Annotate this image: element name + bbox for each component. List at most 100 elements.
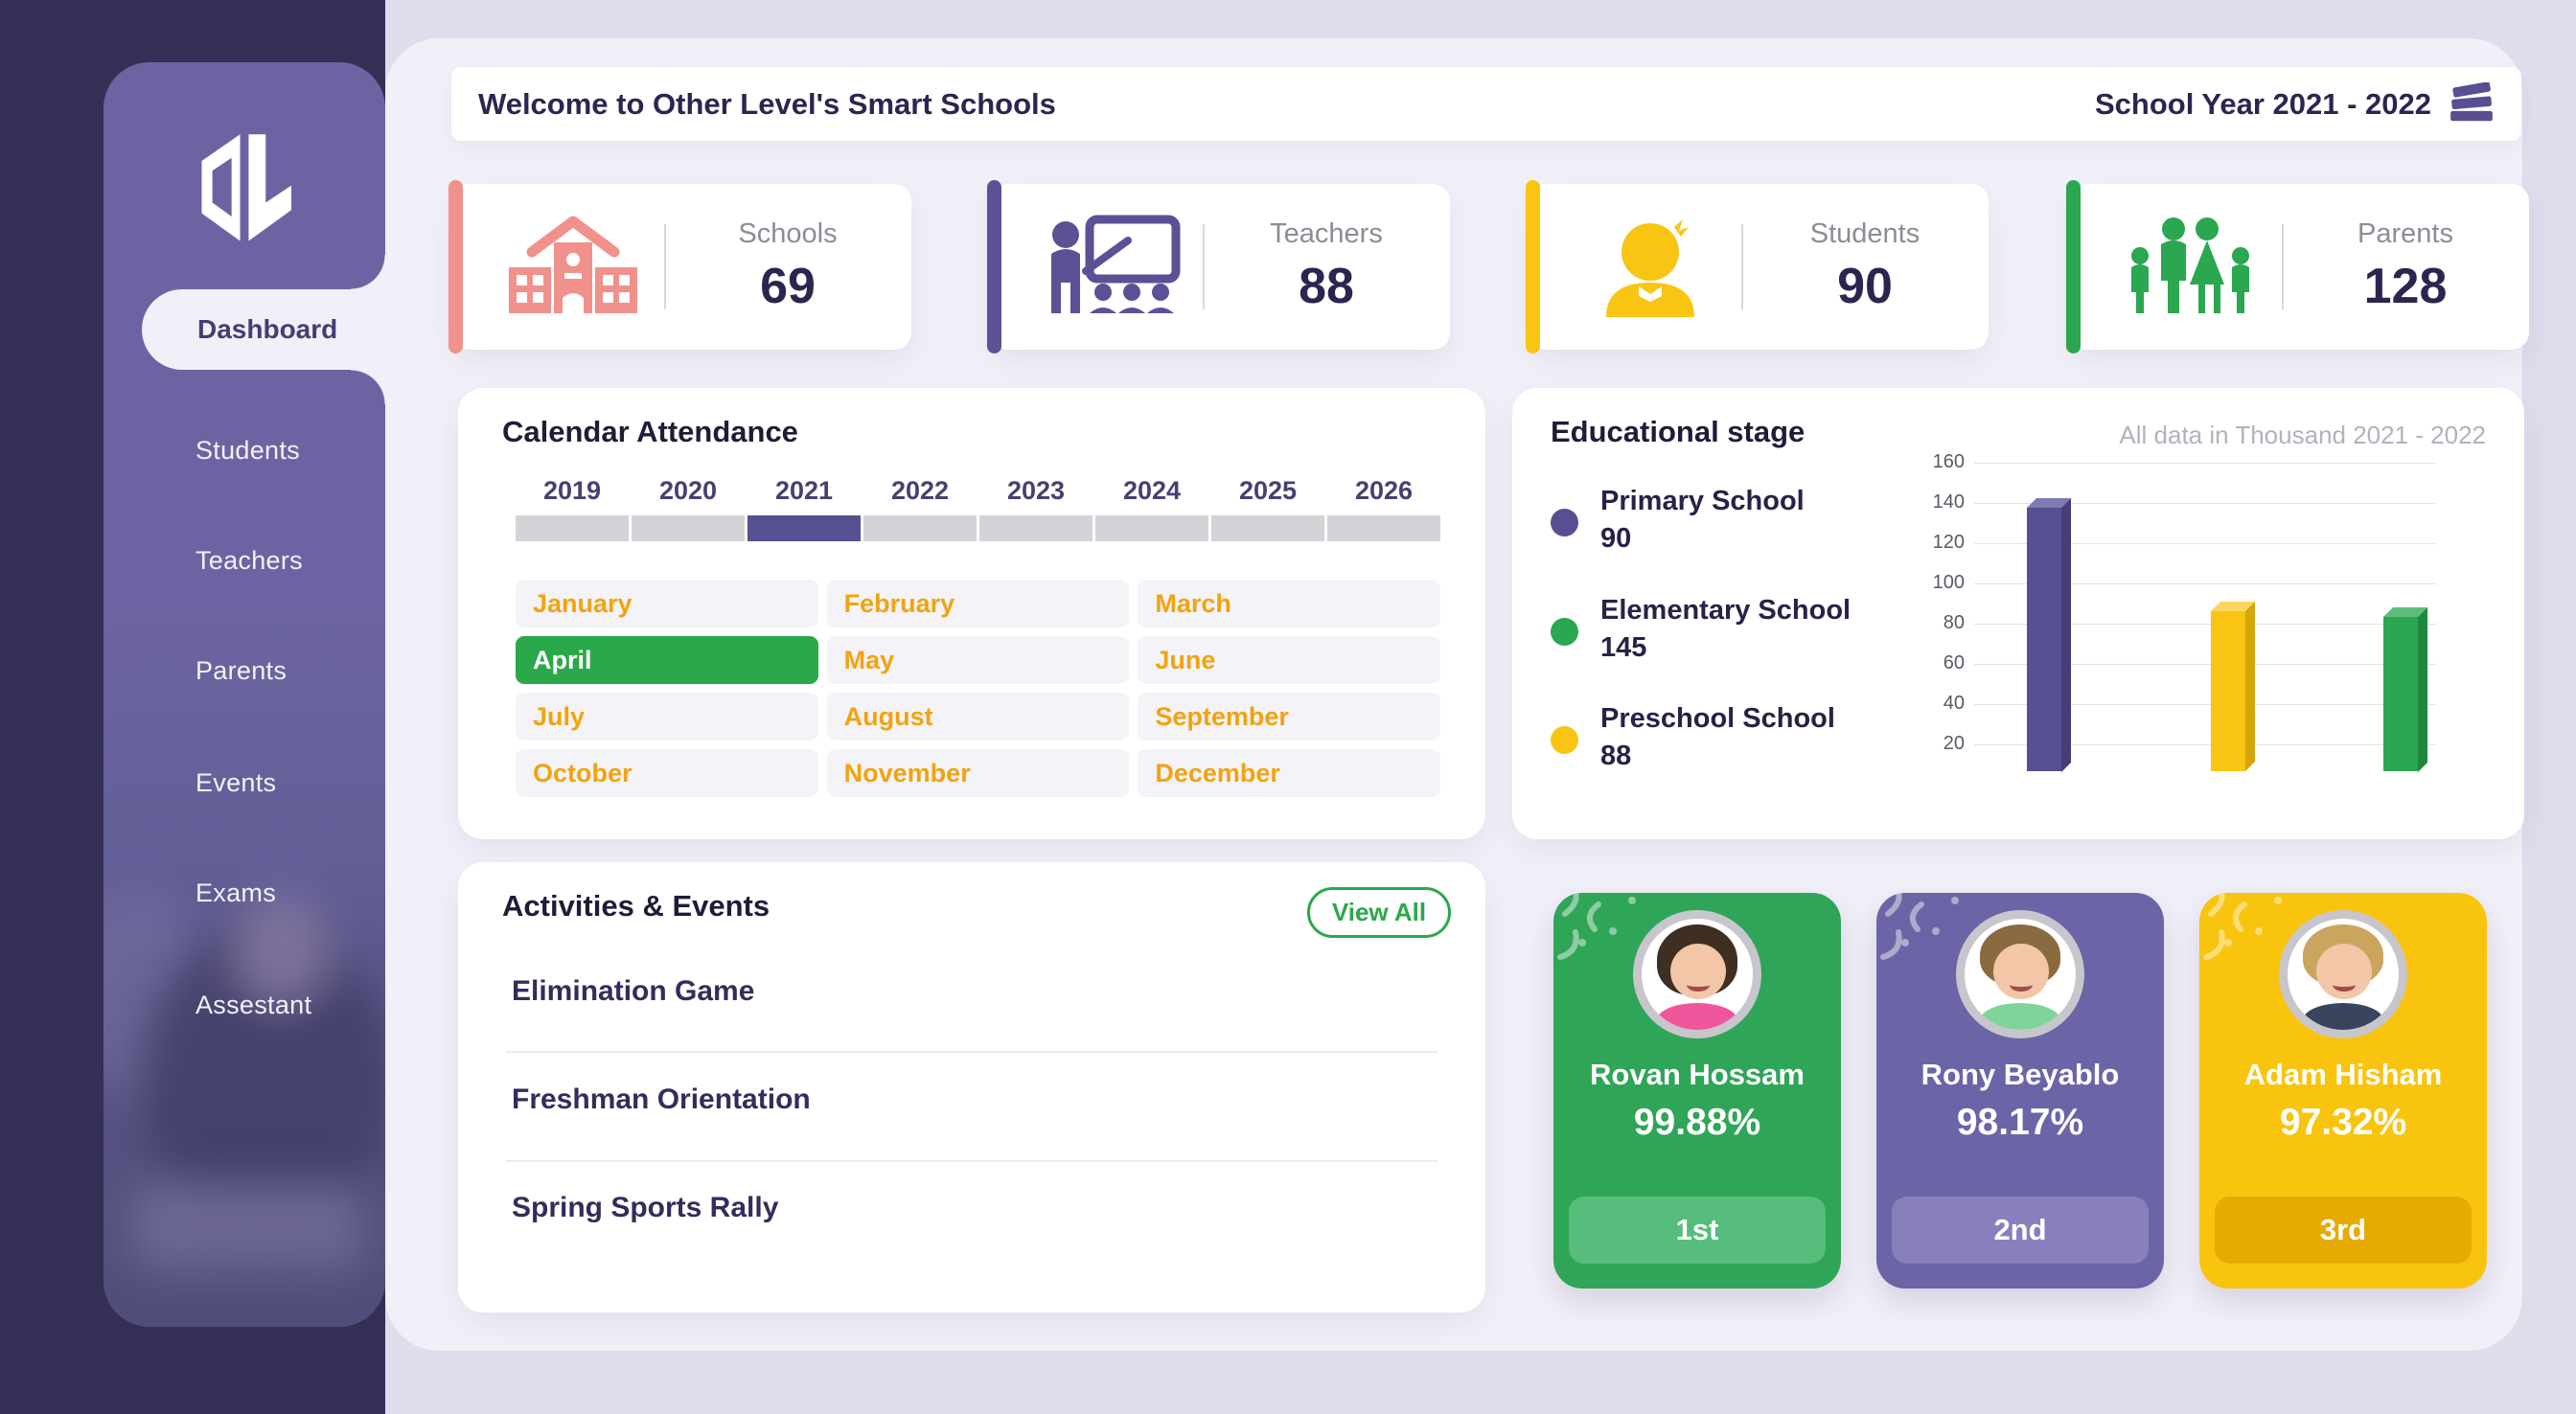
year-tab-2020[interactable]: 2020 (632, 476, 745, 541)
rank-badge: 3rd (2215, 1197, 2472, 1264)
avatar-shirt (1980, 1003, 2060, 1030)
year-tabs: 2019 2020 2021 2022 2023 2024 (516, 476, 1440, 541)
student-score: 99.88% (1633, 1102, 1761, 1143)
stat-value: 90 (1837, 259, 1893, 314)
year-bar (979, 515, 1092, 541)
year-label: 2026 (1354, 476, 1414, 505)
avatar-smile (2010, 978, 2033, 992)
gridline (1974, 463, 2436, 464)
year-bar (748, 515, 861, 541)
stat-card-students: Students 90 (1526, 180, 1989, 354)
photo-blur-shape (228, 896, 334, 1011)
gridline (1974, 503, 2436, 504)
stat-label: Schools (738, 218, 838, 249)
sidebar-item-events[interactable]: Events (196, 767, 277, 797)
year-label: 2023 (1006, 476, 1066, 505)
avatar-shirt (2303, 1003, 2383, 1030)
legend-dot (1551, 726, 1578, 754)
divider (664, 224, 666, 309)
activity-item[interactable]: Spring Sports Rally (512, 1192, 779, 1223)
legend-dot (1551, 618, 1578, 646)
divider (1203, 224, 1205, 309)
year-bar (1211, 515, 1324, 541)
view-all-button[interactable]: View All (1307, 887, 1451, 938)
month-cell-july[interactable]: July (516, 693, 818, 741)
month-cell-february[interactable]: February (826, 580, 1130, 627)
y-axis-tick: 40 (1943, 693, 1965, 714)
year-bar (1095, 515, 1208, 541)
student-boy-icon (1569, 184, 1732, 350)
month-cell-november[interactable]: November (826, 749, 1130, 797)
bar-chart: 160 140 120 100 80 60 40 20 (1924, 445, 2461, 776)
year-tab-2026[interactable]: 2026 (1327, 476, 1440, 541)
stat-value: 69 (760, 259, 816, 314)
school-year: School Year 2021 - 2022 (2095, 81, 2496, 126)
books-stack-icon (2450, 81, 2493, 121)
ol-hexagon-logo (104, 103, 385, 275)
sidebar-item-students[interactable]: Students (196, 435, 300, 465)
months-grid: January February March April May June Ju… (516, 580, 1440, 797)
avatar-smile (1687, 978, 1710, 992)
sidebar-item-dashboard[interactable]: Dashboard (142, 255, 385, 404)
gridline (1974, 543, 2436, 544)
year-tab-2021-selected[interactable]: 2021 (748, 476, 861, 541)
school-year-label: School Year 2021 - 2022 (2095, 86, 2431, 121)
student-score: 98.17% (1956, 1102, 2084, 1143)
avatar-smile (2333, 978, 2356, 992)
stat-card-parents: Parents 128 (2066, 180, 2529, 354)
accent-bar (448, 180, 463, 354)
year-label: 2019 (542, 476, 602, 505)
bar-side-face (2418, 606, 2427, 771)
gridline (1974, 624, 2436, 625)
y-axis-tick: 140 (1932, 491, 1965, 513)
divider (506, 1051, 1438, 1053)
accent-bar (1526, 180, 1540, 354)
sidebar-item-exams[interactable]: Exams (196, 878, 277, 907)
avatar (1956, 910, 2084, 1038)
stat-card-teachers: Teachers 88 (987, 180, 1450, 354)
month-cell-december[interactable]: December (1138, 749, 1440, 797)
year-label: 2020 (658, 476, 718, 505)
legend-label: Primary School (1600, 486, 1805, 516)
avatar-shirt (1657, 1003, 1737, 1030)
sidebar-item-teachers[interactable]: Teachers (196, 545, 303, 575)
activity-item[interactable]: Freshman Orientation (512, 1083, 811, 1115)
year-tab-2022[interactable]: 2022 (863, 476, 977, 541)
year-bar (1327, 515, 1440, 541)
year-tab-2019[interactable]: 2019 (516, 476, 629, 541)
y-axis-tick: 120 (1932, 532, 1965, 553)
educational-stage-card: Educational stage All data in Thousand 2… (1512, 388, 2524, 839)
month-cell-september[interactable]: September (1138, 693, 1440, 741)
year-label: 2024 (1122, 476, 1182, 505)
year-tab-2023[interactable]: 2023 (979, 476, 1092, 541)
month-cell-october[interactable]: October (516, 749, 818, 797)
bar-purple (2027, 497, 2071, 771)
month-cell-march[interactable]: March (1138, 580, 1440, 627)
month-cell-june[interactable]: June (1138, 636, 1440, 684)
bar-side-face (2061, 497, 2071, 771)
year-tab-2025[interactable]: 2025 (1211, 476, 1324, 541)
sidebar: Dashboard Students Teachers Parents Even… (104, 62, 385, 1327)
avatar-face (2288, 919, 2399, 1030)
month-cell-may[interactable]: May (826, 636, 1130, 684)
stat-label: Parents (2358, 218, 2453, 249)
y-axis-tick: 20 (1943, 733, 1965, 754)
student-name: Rovan Hossam (1590, 1058, 1805, 1091)
legend-dot (1551, 509, 1578, 536)
year-tab-2024[interactable]: 2024 (1095, 476, 1208, 541)
sidebar-item-assestant[interactable]: Assestant (196, 990, 312, 1019)
stat-card-schools: Schools 69 (448, 180, 911, 354)
legend-label: Elementary School (1600, 595, 1852, 626)
month-cell-august[interactable]: August (826, 693, 1130, 741)
activity-item[interactable]: Elimination Game (512, 975, 755, 1007)
sidebar-item-parents[interactable]: Parents (196, 655, 288, 685)
student-name: Rony Beyablo (1920, 1058, 2120, 1091)
month-cell-january[interactable]: January (516, 580, 818, 627)
header-bar: Welcome to Other Level's Smart Schools S… (451, 67, 2521, 141)
student-score: 97.32% (2279, 1102, 2407, 1143)
divider (506, 1160, 1438, 1162)
photo-blur-shape (132, 1183, 362, 1269)
stat-label: Teachers (1270, 218, 1383, 249)
month-cell-april-selected[interactable]: April (516, 636, 818, 684)
top-student-card-2nd: Rony Beyablo 98.17% 2nd (1876, 893, 2164, 1289)
